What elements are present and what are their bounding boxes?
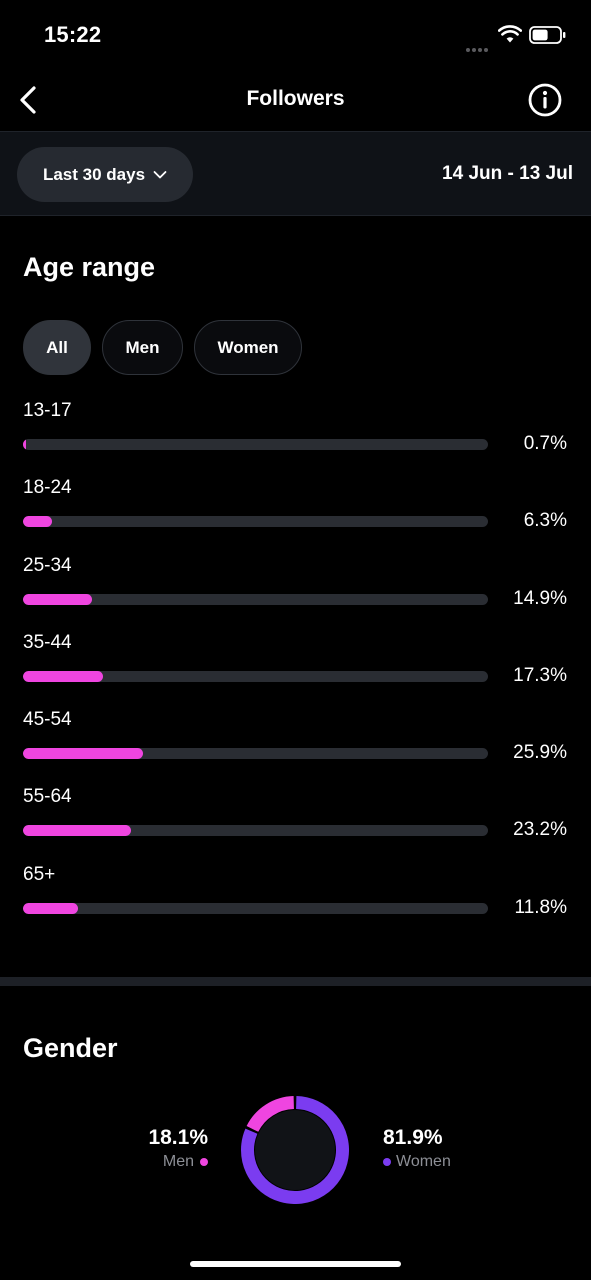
age-label: 55-64: [23, 786, 72, 808]
women-legend-dot: [383, 1158, 391, 1166]
men-percent: 18.1%: [148, 1126, 208, 1149]
donut-segment-women: [241, 1096, 349, 1204]
chevron-down-icon: [153, 170, 167, 178]
gender-women-stat: 81.9% Women: [383, 1126, 451, 1171]
gender-men-stat: 18.1% Men: [148, 1126, 208, 1171]
bar-fill: [23, 670, 104, 682]
age-percent: 25.9%: [513, 742, 567, 764]
period-dropdown[interactable]: Last 30 days: [17, 147, 193, 202]
status-time: 15:22: [44, 22, 102, 47]
period-dropdown-label: Last 30 days: [42, 164, 146, 184]
gender-title: Gender: [23, 1033, 118, 1063]
filter-bar: Last 30 days 14 Jun - 13 Jul: [0, 131, 591, 216]
men-legend-dot: [200, 1158, 208, 1166]
men-legend-label: Men: [162, 1153, 194, 1170]
age-row: 25-34 14.9%: [0, 555, 591, 632]
age-percent: 6.3%: [523, 510, 567, 532]
segment-women[interactable]: Women: [194, 320, 302, 375]
age-range-chart: 13-17 0.7% 18-24 6.3% 25-34 14.9% 35-44 …: [0, 400, 591, 941]
bar-fill: [23, 748, 144, 760]
bar-track: [23, 670, 488, 682]
age-row: 35-44 17.3%: [0, 632, 591, 709]
bar-fill: [23, 439, 27, 450]
age-percent: 17.3%: [513, 664, 567, 686]
donut-segment-men: [246, 1096, 295, 1133]
age-label: 35-44: [23, 631, 72, 653]
age-percent: 0.7%: [523, 433, 567, 454]
age-row: 13-17 0.7%: [0, 400, 591, 477]
segment-men[interactable]: Men: [102, 320, 183, 375]
wifi-icon: [498, 25, 522, 43]
women-legend-label: Women: [396, 1153, 451, 1170]
bar-track: [23, 902, 488, 914]
status-bar: 15:22: [0, 0, 591, 70]
date-range: 14 Jun - 13 Jul: [442, 163, 573, 184]
age-label: 45-54: [23, 709, 72, 731]
battery-icon: [529, 26, 566, 44]
info-icon[interactable]: [527, 82, 563, 118]
bar-fill: [23, 902, 78, 914]
age-row: 18-24 6.3%: [0, 477, 591, 554]
age-range-title: Age range: [23, 252, 156, 282]
back-icon[interactable]: [14, 82, 44, 118]
home-indicator: [190, 1261, 401, 1267]
bar-track: [23, 593, 488, 605]
section-divider: [0, 977, 591, 986]
bar-track: [23, 439, 488, 450]
age-row: 45-54 25.9%: [0, 709, 591, 786]
age-label: 18-24: [23, 477, 72, 499]
men-legend: Men: [148, 1153, 208, 1171]
age-row: 65+ 11.8%: [0, 864, 591, 941]
cellular-signal-icon: [466, 39, 490, 57]
bar-track: [23, 748, 488, 760]
women-legend: Women: [383, 1153, 451, 1171]
segment-all[interactable]: All: [23, 320, 91, 375]
bar-fill: [23, 516, 53, 528]
women-percent: 81.9%: [383, 1126, 443, 1149]
age-label: 25-34: [23, 554, 72, 576]
age-label: 65+: [23, 863, 56, 885]
age-row: 55-64 23.2%: [0, 786, 591, 863]
page-title: Followers: [246, 87, 345, 110]
gender-donut-chart: [241, 1096, 349, 1204]
bar-track: [23, 516, 488, 528]
donut-center: [255, 1110, 335, 1190]
bar-fill: [23, 593, 93, 605]
bar-track: [23, 825, 488, 837]
nav-bar: Followers: [0, 70, 591, 132]
gender-segmented-control: All Men Women: [23, 320, 313, 375]
age-percent: 14.9%: [513, 587, 567, 609]
age-percent: 11.8%: [514, 896, 567, 918]
age-percent: 23.2%: [513, 819, 567, 841]
bar-fill: [23, 825, 131, 837]
age-label: 13-17: [23, 400, 72, 421]
